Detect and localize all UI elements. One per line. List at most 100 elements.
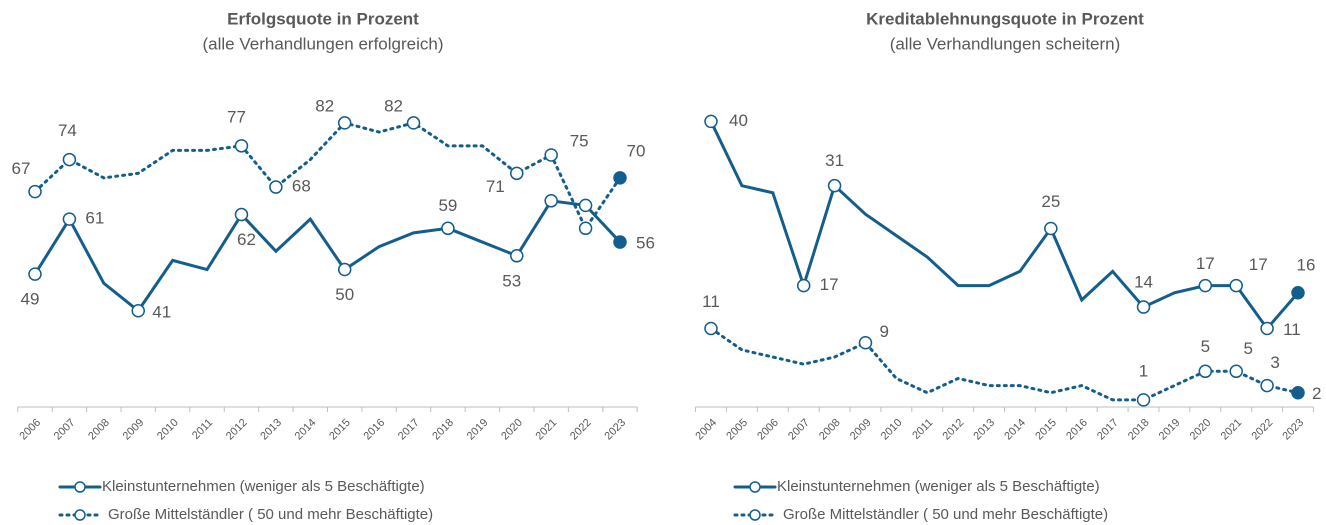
legend-label: Große Mittelständler ( 50 und mehr Besch… (783, 506, 1108, 523)
marker (62, 152, 77, 167)
x-tick-label: 2023 (1280, 417, 1306, 443)
data-label: 59 (438, 196, 457, 215)
x-tick-label: 2020 (1188, 417, 1214, 443)
marker (28, 267, 42, 281)
data-label: 11 (702, 292, 720, 311)
chart-title: Kreditablehnungsquote in Prozent (866, 9, 1144, 28)
data-label: 53 (502, 271, 521, 290)
data-label: 49 (21, 290, 40, 309)
x-tick-label: 2018 (430, 417, 456, 443)
legend-label: Große Mittelständler ( 50 und mehr Besch… (108, 506, 433, 523)
legend-marker (749, 481, 761, 493)
marker (1136, 393, 1151, 407)
data-label: 1 (1139, 361, 1148, 380)
marker (1260, 321, 1274, 336)
marker (510, 249, 524, 263)
marker (1260, 378, 1274, 393)
marker (704, 321, 718, 336)
marker (1044, 221, 1058, 236)
marker (544, 194, 558, 208)
x-tick-label: 2018 (1126, 417, 1152, 443)
marker (62, 212, 77, 226)
x-tick-label: 2008 (817, 417, 843, 443)
x-tick-label: 2014 (293, 417, 319, 443)
x-tick-label: 2011 (190, 417, 215, 442)
data-label: 5 (1243, 339, 1252, 358)
x-tick-label: 2011 (910, 417, 935, 442)
marker (337, 116, 352, 130)
x-tick-label: 2006 (17, 417, 43, 443)
chart-subtitle: (alle Verhandlungen scheitern) (890, 34, 1121, 53)
x-tick-label: 2012 (224, 417, 250, 443)
x-tick-label: 2016 (1064, 417, 1090, 443)
x-tick-label: 2019 (465, 417, 491, 443)
x-tick-label: 2013 (971, 417, 997, 443)
chart-title: Erfolgsquote in Prozent (227, 9, 419, 28)
marker (578, 221, 593, 236)
data-label: 5 (1201, 337, 1210, 356)
legend-marker (749, 509, 761, 521)
x-tick-label: 2010 (879, 417, 905, 443)
data-label: 17 (820, 275, 839, 294)
marker (578, 198, 593, 213)
x-tick-label: 2020 (499, 417, 525, 443)
data-label: 2 (1312, 384, 1321, 403)
line (709, 119, 1300, 331)
marker (1136, 300, 1151, 314)
data-label: 41 (152, 302, 171, 321)
x-tick-label: 2016 (361, 417, 387, 443)
x-tick-label: 2019 (1157, 417, 1183, 443)
data-label: 25 (1041, 192, 1060, 211)
legend-marker (74, 509, 86, 521)
data-label: 50 (335, 285, 354, 304)
marker (234, 139, 249, 153)
marker (269, 180, 283, 194)
line (33, 121, 622, 232)
data-label: 11 (1283, 320, 1301, 339)
data-label: 70 (627, 141, 646, 160)
marker (704, 114, 718, 129)
data-label: 68 (292, 177, 311, 196)
marker (827, 178, 842, 193)
marker (613, 235, 627, 249)
x-tick-label: 2013 (258, 417, 284, 443)
data-label: 61 (85, 209, 104, 228)
marker (796, 278, 811, 293)
data-label: 17 (1249, 255, 1268, 274)
data-label: 17 (1196, 254, 1215, 273)
data-label: 67 (12, 159, 31, 178)
x-tick-label: 2015 (327, 417, 353, 443)
x-tick-label: 2022 (568, 417, 594, 443)
marker (510, 166, 524, 181)
data-label: 75 (570, 131, 589, 150)
legend-label: Kleinstunternehmen (weniger als 5 Beschä… (102, 478, 425, 495)
x-tick-label: 2008 (86, 417, 112, 443)
marker (1291, 385, 1305, 400)
x-tick-label: 2006 (755, 417, 781, 443)
data-label: 71 (486, 177, 505, 196)
data-label: 62 (237, 230, 256, 249)
marker (234, 207, 249, 222)
x-tick-label: 2009 (121, 417, 147, 443)
marker (1229, 278, 1243, 293)
x-tick-label: 2007 (52, 417, 78, 443)
data-label: 74 (58, 121, 77, 140)
data-label: 31 (825, 151, 844, 170)
marker (858, 335, 873, 350)
data-label: 56 (636, 234, 655, 253)
data-label: 16 (1297, 255, 1316, 274)
marker (1198, 278, 1213, 293)
x-tick-label: 2021 (1219, 417, 1245, 443)
data-label: 3 (1270, 353, 1279, 372)
x-tick-label: 2017 (396, 417, 422, 443)
legend-label: Kleinstunternehmen (weniger als 5 Beschä… (777, 478, 1100, 495)
marker (337, 262, 352, 277)
x-tick-label: 2023 (602, 417, 628, 443)
data-label: 82 (315, 96, 334, 115)
marker (1229, 364, 1243, 379)
marker (28, 184, 42, 199)
legend-marker (74, 481, 86, 493)
data-label: 77 (227, 107, 246, 126)
data-label: 14 (1134, 273, 1153, 292)
